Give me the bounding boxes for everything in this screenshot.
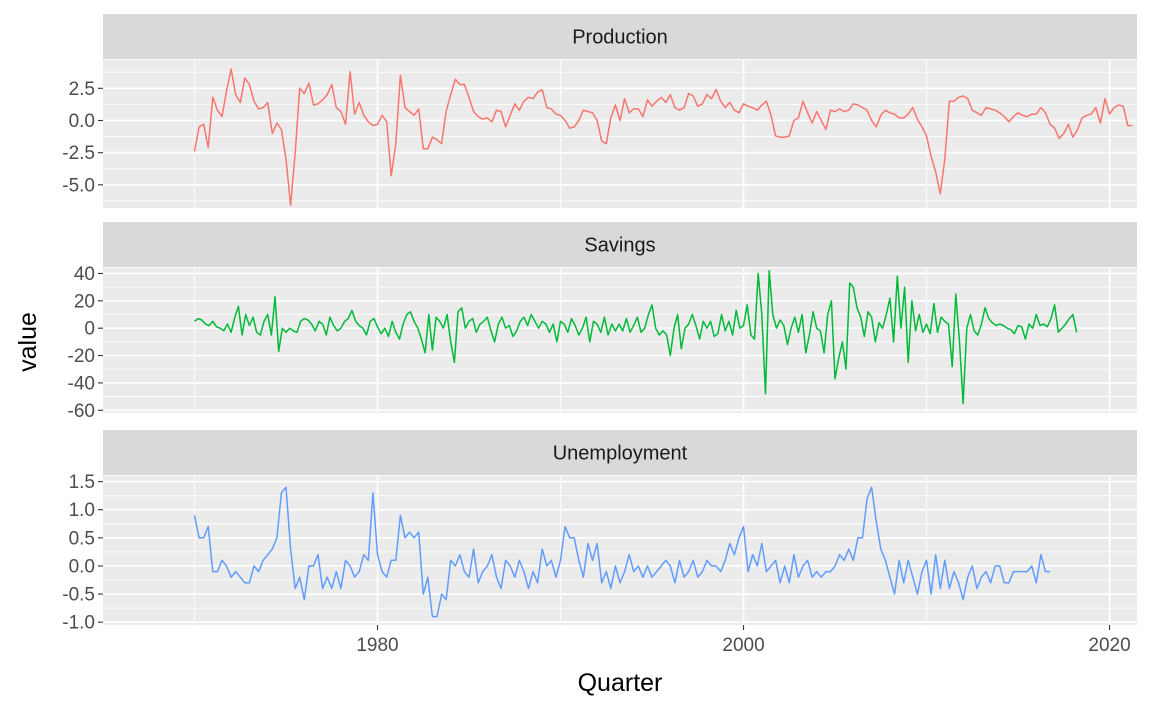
facet-strip-label: Production [572,27,668,49]
y-tick-label: -60 [68,401,95,422]
y-tick-label: 20 [74,291,95,312]
facet-strip [103,14,1137,59]
facet-savings: Savings -60 -40 -20 0 20 40 [68,222,1137,422]
y-tick-label: 0.0 [69,556,95,577]
y-tick-label: 0.0 [69,111,95,132]
panel-background [103,268,1137,413]
panel-background [103,476,1137,625]
panel-background [103,60,1137,208]
y-axis-title: value [14,312,42,372]
facet-strip-label: Savings [584,235,655,257]
y-tick-label: -1.0 [62,613,95,634]
y-tick-label: -20 [68,346,95,367]
series-line-savings [194,269,1078,405]
x-axis-title: Quarter [578,669,663,697]
facet-strip-label: Unemployment [553,443,688,465]
facet-strip [103,430,1137,475]
x-axis: 1980 2000 2020 [356,625,1131,656]
y-tick-label: -40 [68,373,95,394]
y-tick-label: 0.5 [69,528,95,549]
x-tick-label: 2020 [1088,635,1130,656]
y-tick-label: 2.5 [69,79,95,100]
y-tick-label: 1.5 [69,472,95,493]
y-tick-label: -0.5 [62,585,95,606]
series-line-production [193,68,1133,207]
facet-unemployment: Unemployment -1.0 -0.5 0.0 0.5 1.0 1.5 [62,430,1137,634]
y-tick-label: 1.0 [69,500,95,521]
y-tick-label: 0 [84,319,95,340]
x-tick-label: 1980 [356,635,398,656]
facet-panels: Production -5.0 -2.5 0.0 2.5 Savings -60 -40 -20… [62,14,1137,634]
facet-strip [103,222,1137,267]
y-tick-label: 40 [74,264,95,285]
series-line-unemployment [193,486,1051,618]
x-tick-label: 2000 [722,635,764,656]
y-tick-label: -5.0 [62,175,95,196]
y-tick-label: -2.5 [62,143,95,164]
facet-production: Production -5.0 -2.5 0.0 2.5 [62,14,1137,208]
